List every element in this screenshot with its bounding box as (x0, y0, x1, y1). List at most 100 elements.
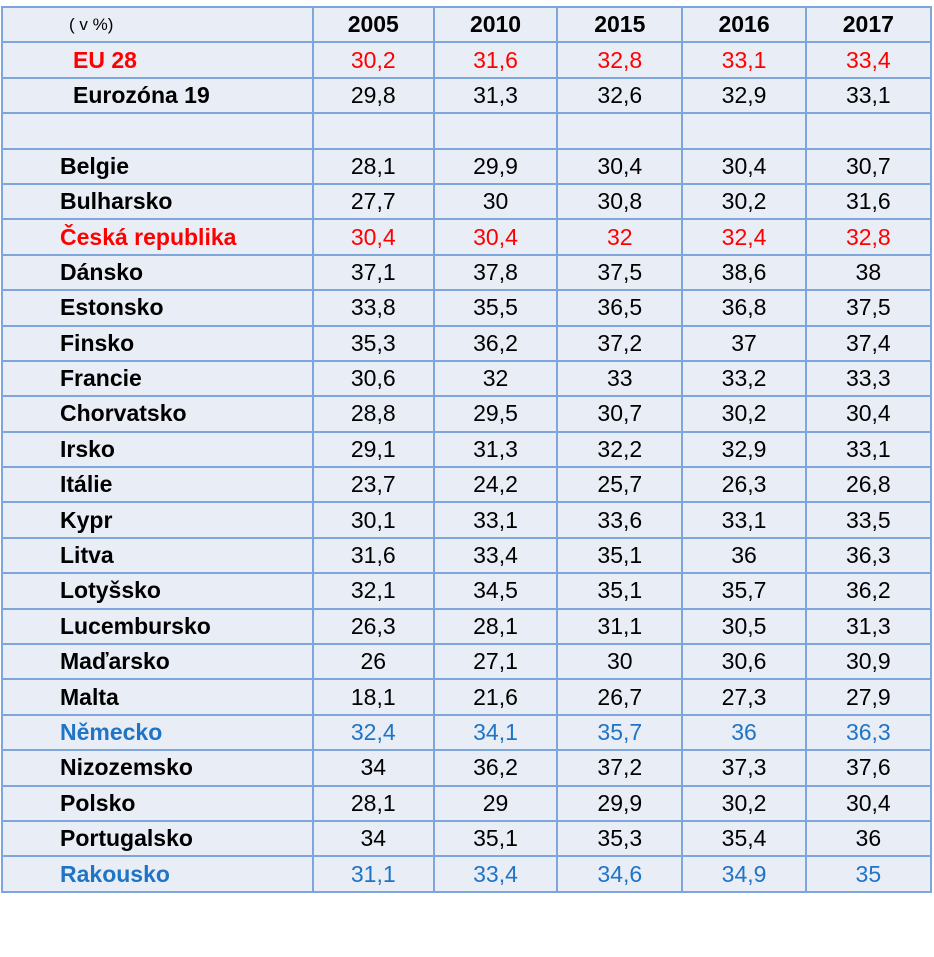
value-cell: 30,5 (681, 607, 807, 646)
value-cell: 30,4 (804, 395, 933, 433)
value-cell: 30,4 (804, 784, 933, 822)
value-cell: 30,4 (432, 218, 559, 256)
table-row: Irsko 29,1 31,3 32,2 32,9 33,1 (1, 430, 933, 469)
row-label: Eurozóna 19 (1, 76, 314, 115)
value-cell: 27,9 (804, 678, 933, 716)
value-cell: 38 (804, 253, 933, 292)
value-cell: 35,3 (311, 324, 435, 362)
value-cell: 32,8 (804, 218, 933, 256)
value-cell: 26 (311, 643, 435, 681)
value-cell: 27,3 (681, 678, 807, 716)
value-cell: 34 (311, 749, 435, 787)
value-cell: 32,4 (311, 713, 435, 752)
row-label: Litva (1, 536, 314, 575)
table-row: Polsko 28,1 29 29,9 30,2 30,4 (1, 784, 933, 822)
value-cell: 31,3 (432, 430, 559, 469)
value-cell: 36,8 (681, 289, 807, 327)
table-row: Eurozóna 19 29,8 31,3 32,6 32,9 33,1 (1, 76, 933, 115)
data-table: ( v %) 2005 2010 2015 2016 2017 EU 28 30,… (1, 5, 933, 893)
table-row: Rakousko 31,1 33,4 34,6 34,9 35 (1, 855, 933, 893)
value-cell: 29,9 (556, 784, 684, 822)
value-cell: 37,1 (311, 253, 435, 292)
row-label: Lucembursko (1, 607, 314, 646)
value-cell: 37,5 (804, 289, 933, 327)
table-row: Francie 30,6 32 33 33,2 33,3 (1, 359, 933, 398)
header-row: ( v %) 2005 2010 2015 2016 2017 (1, 5, 933, 44)
row-label: Maďarsko (1, 643, 314, 681)
value-cell: 26,3 (681, 466, 807, 504)
value-cell: 30,4 (556, 147, 684, 185)
row-label: Portugalsko (1, 819, 314, 858)
value-cell: 30,1 (311, 501, 435, 539)
value-cell: 29,1 (311, 430, 435, 469)
row-label: Rakousko (1, 855, 314, 893)
row-label: Irsko (1, 430, 314, 469)
table-row: Lotyšsko 32,1 34,5 35,1 35,7 36,2 (1, 572, 933, 610)
value-cell: 27,1 (432, 643, 559, 681)
value-cell: 26,3 (311, 607, 435, 646)
value-cell: 33,1 (432, 501, 559, 539)
value-cell: 24,2 (432, 466, 559, 504)
year-header: 2016 (681, 5, 807, 44)
value-cell: 37 (681, 324, 807, 362)
value-cell: 35,7 (556, 713, 684, 752)
table-row: Belgie 28,1 29,9 30,4 30,4 30,7 (1, 147, 933, 185)
table-row: Portugalsko 34 35,1 35,3 35,4 36 (1, 819, 933, 858)
value-cell: 30,2 (681, 182, 807, 221)
table-row: Nizozemsko 34 36,2 37,2 37,3 37,6 (1, 749, 933, 787)
value-cell: 28,8 (311, 395, 435, 433)
value-cell: 33,4 (432, 536, 559, 575)
year-header: 2010 (432, 5, 559, 44)
value-cell: 31,6 (311, 536, 435, 575)
value-cell: 31,6 (432, 41, 559, 79)
value-cell: 32 (432, 359, 559, 398)
value-cell: 32,6 (556, 76, 684, 115)
row-label: Belgie (1, 147, 314, 185)
value-cell: 33,3 (804, 359, 933, 398)
value-cell: 36,5 (556, 289, 684, 327)
value-cell (311, 112, 435, 150)
row-label: Bulharsko (1, 182, 314, 221)
row-label: Kypr (1, 501, 314, 539)
value-cell: 35,1 (556, 536, 684, 575)
table-row: EU 28 30,2 31,6 32,8 33,1 33,4 (1, 41, 933, 79)
value-cell (432, 112, 559, 150)
table-row: Estonsko 33,8 35,5 36,5 36,8 37,5 (1, 289, 933, 327)
value-cell: 30 (432, 182, 559, 221)
value-cell: 36 (804, 819, 933, 858)
row-label: Estonsko (1, 289, 314, 327)
row-label: EU 28 (1, 41, 314, 79)
value-cell: 36,3 (804, 713, 933, 752)
table-row: Chorvatsko 28,8 29,5 30,7 30,2 30,4 (1, 395, 933, 433)
value-cell: 29 (432, 784, 559, 822)
value-cell: 30 (556, 643, 684, 681)
value-cell (681, 112, 807, 150)
value-cell: 33,8 (311, 289, 435, 327)
value-cell: 28,1 (311, 147, 435, 185)
table-row: Dánsko 37,1 37,8 37,5 38,6 38 (1, 253, 933, 292)
table-row: Česká republika 30,4 30,4 32 32,4 32,8 (1, 218, 933, 256)
value-cell: 25,7 (556, 466, 684, 504)
value-cell: 37,5 (556, 253, 684, 292)
value-cell: 30,7 (556, 395, 684, 433)
row-label: Chorvatsko (1, 395, 314, 433)
value-cell: 30,9 (804, 643, 933, 681)
value-cell: 28,1 (311, 784, 435, 822)
value-cell: 27,7 (311, 182, 435, 221)
value-cell (804, 112, 933, 150)
value-cell: 33,4 (432, 855, 559, 893)
value-cell: 33,2 (681, 359, 807, 398)
value-cell: 36,2 (432, 324, 559, 362)
value-cell: 36 (681, 713, 807, 752)
value-cell (556, 112, 684, 150)
value-cell: 37,8 (432, 253, 559, 292)
value-cell: 33,1 (804, 76, 933, 115)
value-cell: 34,6 (556, 855, 684, 893)
table-row: Bulharsko 27,7 30 30,8 30,2 31,6 (1, 182, 933, 221)
value-cell: 36,2 (804, 572, 933, 610)
value-cell: 29,8 (311, 76, 435, 115)
value-cell: 30,6 (681, 643, 807, 681)
table-body: ( v %) 2005 2010 2015 2016 2017 EU 28 30,… (1, 5, 933, 893)
value-cell: 32,2 (556, 430, 684, 469)
row-label: Česká republika (1, 218, 314, 256)
